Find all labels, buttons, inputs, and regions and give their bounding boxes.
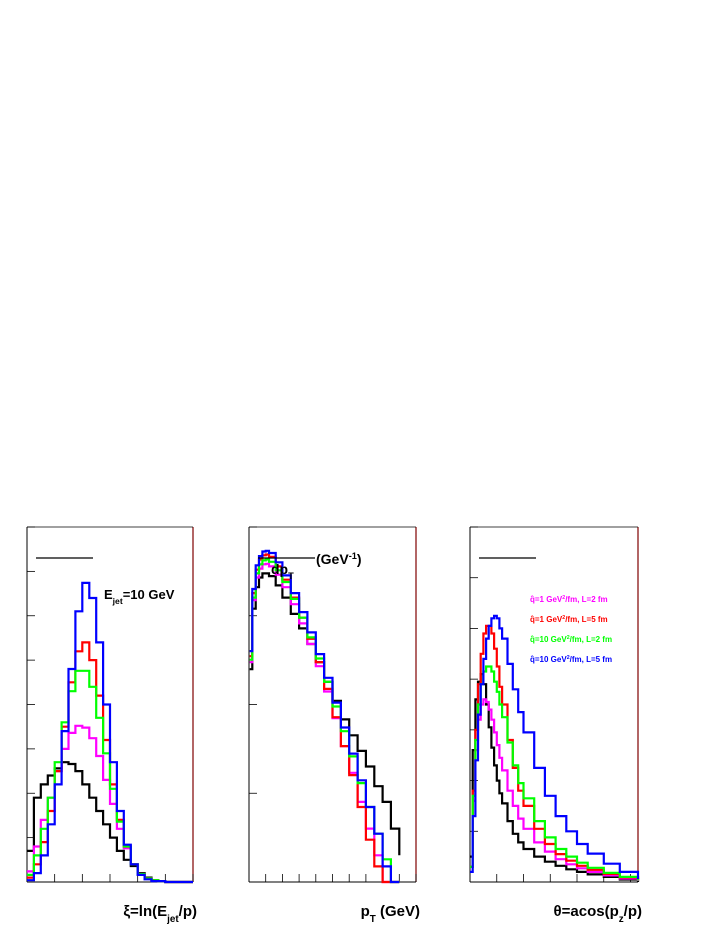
x-axis-label-part: z <box>619 914 624 925</box>
legend-entry-4-part: /fm, L=5 fm <box>570 655 612 664</box>
legend-entry-3-part: q̂=10 GeV <box>530 635 567 644</box>
series-line-5 <box>249 549 400 884</box>
legend-entry-3-part: 2 <box>567 635 570 641</box>
legend-entry-3: q̂=10 GeV2/fm, L=2 fm <box>530 635 612 644</box>
annotation-energy-part: jet <box>112 596 123 606</box>
x-axis-label-part: ξ=ln(E <box>123 903 167 920</box>
ylabel-denominator: dpT <box>271 561 294 581</box>
annotation-energy-part: E <box>104 587 113 602</box>
x-axis-label: ξ=ln(Ejet/p) <box>123 903 197 925</box>
chart-panel-3: θ=acos(pz/p)q̂=1 GeV2/fm, L=2 fmq̂=1 GeV… <box>469 526 642 925</box>
x-axis-label: pT (GeV) <box>361 903 420 925</box>
annotation-energy: Ejet=10 GeV <box>104 587 175 606</box>
x-axis-label-part: T <box>370 914 376 925</box>
x-axis-label-part: /p) <box>624 903 642 920</box>
ylabel-unit: (GeV-1) <box>316 551 362 567</box>
legend-entry-4-part: q̂=10 GeV <box>530 655 567 664</box>
legend-entry-2-part: q̂=1 GeV <box>530 615 563 624</box>
series-line-5 <box>27 581 193 884</box>
x-axis-label-part: p <box>361 903 370 920</box>
x-axis-label-part: /p) <box>179 903 197 920</box>
ylabel-unit-part: (GeV <box>316 551 349 567</box>
plot-area <box>470 527 638 882</box>
legend-entry-2-part: 2 <box>562 615 565 621</box>
ylabel-unit-part: -1 <box>349 551 357 561</box>
legend-entry-4: q̂=10 GeV2/fm, L=5 fm <box>530 655 612 664</box>
series-line-5 <box>470 614 640 879</box>
legend-entry-2: q̂=1 GeV2/fm, L=5 fm <box>530 615 608 624</box>
x-axis-label-part: θ=acos(p <box>554 903 619 920</box>
ylabel-denominator-part: dp <box>271 561 288 577</box>
legend-entry-1: q̂=1 GeV2/fm, L=2 fm <box>530 595 608 604</box>
annotation-energy-part: =10 GeV <box>123 587 175 602</box>
x-axis-label-part: (GeV) <box>376 903 420 920</box>
legend-entry-4-part: 2 <box>567 655 570 661</box>
x-axis-label: θ=acos(pz/p) <box>554 903 642 925</box>
legend-entry-2-part: /fm, L=5 fm <box>565 615 607 624</box>
ylabel-unit-part: ) <box>357 551 362 567</box>
legend-entry-1-part: q̂=1 GeV <box>530 595 563 604</box>
x-axis-label-part: jet <box>166 914 179 925</box>
legend-entry-3-part: /fm, L=2 fm <box>570 635 612 644</box>
chart-panel-1: ξ=ln(Ejet/p)Ejet=10 GeV <box>26 526 197 925</box>
chart-panel-2: dpT(GeV-1)pT (GeV) <box>248 526 420 925</box>
legend-entry-1-part: /fm, L=2 fm <box>565 595 607 604</box>
ylabel-denominator-part: T <box>288 571 294 581</box>
legend-entry-1-part: 2 <box>562 595 565 601</box>
